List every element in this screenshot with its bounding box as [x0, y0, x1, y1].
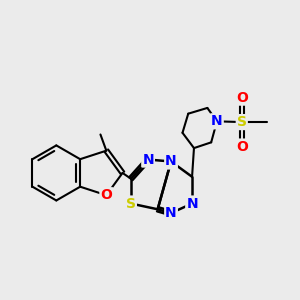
Text: N: N [165, 154, 177, 169]
Text: N: N [211, 114, 223, 128]
Text: S: S [126, 196, 136, 211]
Text: N: N [186, 196, 198, 211]
Text: O: O [236, 91, 248, 105]
Text: S: S [237, 115, 247, 129]
Text: N: N [165, 206, 177, 220]
Text: O: O [236, 140, 248, 154]
Text: N: N [142, 153, 154, 166]
Text: O: O [100, 188, 112, 202]
